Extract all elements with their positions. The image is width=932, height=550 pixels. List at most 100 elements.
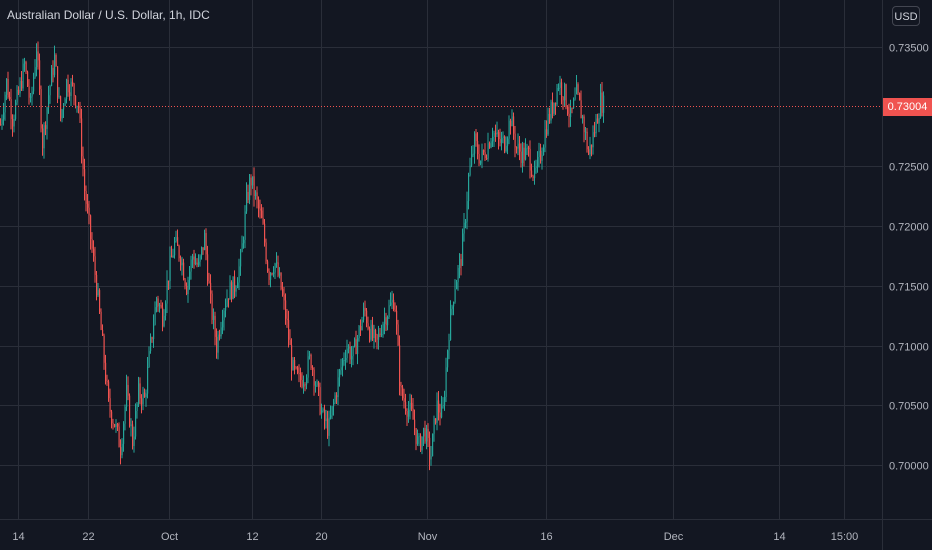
candle-body (207, 254, 209, 282)
candle-body (553, 102, 555, 114)
candle-body (316, 381, 318, 386)
candle-body (591, 144, 593, 148)
candle-body (342, 360, 344, 368)
time-axis[interactable]: 14 22 Oct 12 20 Nov 16 Dec 14 15:00 (12, 531, 858, 543)
candle-body (360, 326, 362, 331)
candle-body (123, 423, 125, 444)
price-tick-label: 0.73500 (889, 43, 929, 55)
candle-body (502, 136, 504, 138)
candle-body (480, 160, 482, 164)
candle-body (421, 436, 423, 451)
candle-body (142, 392, 144, 405)
candle-body (31, 91, 33, 97)
candle-body (535, 166, 537, 168)
candle-body (270, 273, 272, 280)
candle-body (381, 334, 383, 336)
candle-body (577, 84, 579, 94)
candle-body (22, 63, 24, 89)
price-axis[interactable]: 0.73500 0.72500 0.72000 0.71500 0.71000 0.705… (889, 43, 929, 473)
candle-body (63, 106, 65, 110)
candle-body (58, 96, 60, 98)
candle-body (277, 262, 279, 276)
time-tick-label: 22 (82, 531, 94, 543)
candle-body (174, 241, 176, 256)
candle-body (3, 112, 5, 120)
candle-body (126, 385, 128, 407)
candle-body (141, 398, 143, 405)
candle-body (595, 118, 597, 134)
candle-body (103, 335, 105, 363)
candle-body (423, 427, 425, 437)
candle-body (91, 239, 93, 249)
candle-body (555, 102, 557, 105)
candle-body (364, 307, 366, 311)
candle-body (15, 102, 17, 119)
candle-body (292, 360, 294, 371)
candle-body (426, 428, 428, 442)
candle-body (373, 329, 375, 339)
candle-body (217, 334, 219, 353)
candle-body (375, 329, 377, 335)
candle-body (46, 107, 48, 129)
time-tick-label: 12 (246, 531, 258, 543)
candle-body (430, 456, 432, 460)
candle-body (279, 272, 281, 276)
candle-body (376, 334, 378, 340)
candle-body (13, 118, 15, 127)
candle-body (198, 261, 200, 265)
candle-body (25, 62, 27, 72)
candle-body (388, 305, 390, 318)
candle-body (280, 272, 282, 290)
candle-body (133, 436, 135, 446)
candle-body (247, 191, 249, 200)
candle-body (18, 89, 20, 94)
candle-body (520, 151, 522, 164)
candle-body (69, 92, 71, 96)
candle-body (538, 150, 540, 157)
candle-body (88, 207, 90, 216)
candle-body (144, 392, 146, 397)
candle-body (249, 177, 251, 200)
candle-body (487, 143, 489, 159)
candle-body (450, 308, 452, 341)
candle-body (99, 290, 101, 312)
candle-body (93, 248, 95, 257)
candle-body (252, 176, 254, 186)
candle-body (208, 281, 210, 283)
candle-body (526, 147, 528, 149)
candle-body (495, 132, 497, 135)
candle-body (408, 409, 410, 417)
candle-body (30, 96, 32, 98)
candle-body (268, 271, 270, 280)
candle-body (55, 55, 57, 67)
candle-body (337, 377, 339, 398)
candle-body (301, 380, 303, 387)
candle-body (544, 129, 546, 148)
currency-button[interactable]: USD (892, 6, 920, 26)
candle-body (156, 298, 158, 308)
candle-body (571, 107, 573, 109)
candle-body (87, 203, 89, 208)
candle-body (397, 324, 399, 346)
candle-body (454, 289, 456, 303)
candle-body (483, 150, 485, 153)
candle-body (510, 120, 512, 127)
candle-body (597, 118, 599, 124)
candle-body (402, 387, 404, 399)
candle-body (343, 359, 345, 361)
candle-body (493, 132, 495, 137)
candle-body (178, 245, 180, 259)
candle-body (601, 92, 603, 113)
candle-body (363, 307, 365, 320)
candle-body (42, 128, 44, 149)
candle-body (295, 367, 297, 369)
candle-body (114, 424, 116, 427)
candle-body (529, 148, 531, 171)
candle-body (250, 177, 252, 186)
price-tick-label: 0.71500 (889, 282, 929, 294)
candle-body (118, 426, 120, 448)
candle-body (432, 433, 434, 457)
candle-body (51, 67, 53, 87)
candle-body (205, 233, 207, 255)
